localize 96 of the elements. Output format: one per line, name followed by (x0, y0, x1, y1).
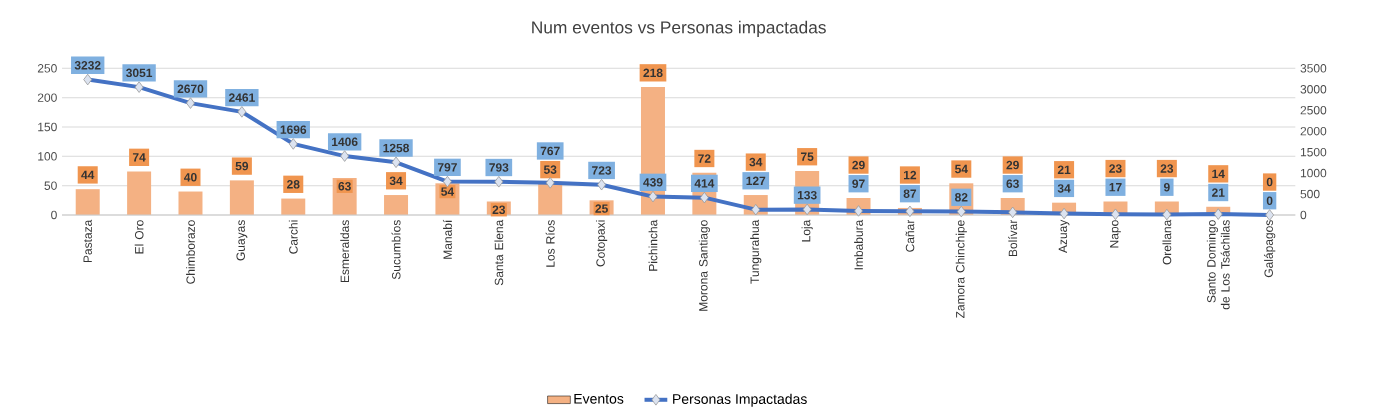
x-tick-label: Bolívar (1008, 219, 1018, 257)
y-tick-label: 50 (44, 181, 57, 190)
data-label: 34 (389, 176, 403, 186)
data-label: 21 (1057, 165, 1071, 174)
data-label: 23 (1109, 164, 1122, 173)
bar (178, 191, 203, 215)
data-label: 63 (1006, 179, 1019, 188)
data-label: 12 (904, 170, 917, 180)
data-label: 53 (543, 165, 557, 174)
data-label: 17 (1109, 183, 1122, 192)
data-label: 82 (955, 193, 968, 202)
x-tick-label: Los Ríos (545, 220, 555, 267)
chart-title: Num eventos vs Personas impactadas (532, 20, 826, 37)
x-tick-label: Pastaza (83, 219, 92, 263)
y2-tick-label: 500 (1300, 189, 1320, 199)
y-tick-label: 200 (37, 93, 57, 102)
data-label: 40 (184, 173, 197, 182)
x-tick-label: Cotopaxi (596, 220, 608, 267)
x-tick-label: Galápagos (1263, 220, 1276, 278)
data-label: 87 (903, 189, 917, 198)
data-label: 1406 (332, 137, 358, 147)
data-label: 3051 (126, 68, 153, 78)
bar (127, 171, 152, 215)
data-label: 0 (1266, 196, 1273, 205)
data-label: 54 (441, 187, 455, 196)
bar (75, 189, 100, 215)
data-label: 1696 (280, 125, 307, 134)
y2-tick-label: 3000 (1300, 85, 1327, 94)
data-label: 28 (287, 180, 300, 189)
data-label: 723 (592, 166, 612, 175)
data-label: 439 (643, 178, 663, 187)
data-label: 97 (852, 179, 865, 188)
y2-tick-label: 2000 (1300, 126, 1327, 136)
data-label: 2670 (177, 84, 204, 94)
x-tick-label: Imbabura (854, 219, 863, 270)
x-tick-label: El Oro (134, 220, 144, 254)
y2-tick-label: 1000 (1300, 168, 1327, 178)
bar (538, 183, 563, 215)
x-tick-label: Pichincha (648, 219, 658, 271)
y-tick-label: 250 (37, 64, 57, 73)
data-label: 23 (1160, 164, 1174, 173)
data-label: 1258 (383, 143, 410, 153)
data-label: 3232 (74, 61, 101, 70)
data-label: 54 (955, 164, 968, 174)
data-label: 218 (643, 68, 663, 78)
data-label: 59 (235, 161, 249, 171)
x-tick-label: Santo Domingo de Los Tsáchilas (1206, 220, 1230, 310)
data-label: 14 (1212, 169, 1225, 178)
x-tick-label: Loja (801, 219, 813, 242)
x-tick-label: Sucumbíos (391, 220, 401, 280)
x-tick-label: Azuay (1058, 219, 1070, 254)
bar (229, 180, 254, 215)
y2-tick-label: 0 (1300, 210, 1307, 220)
data-label: 2461 (228, 93, 255, 102)
data-label: 74 (132, 153, 146, 162)
bar (384, 195, 409, 215)
data-label: 797 (437, 163, 457, 172)
data-label: 21 (1211, 188, 1225, 197)
data-label: 44 (81, 170, 95, 180)
data-label: 34 (1057, 184, 1071, 193)
x-tick-label: Santa Elena (494, 219, 504, 286)
data-label: 23 (492, 205, 506, 215)
y2-tick-label: 1500 (1300, 147, 1327, 157)
x-tick-label: Morona Santiago (698, 220, 710, 311)
data-label: 414 (694, 179, 715, 188)
x-tick-label: Chimborazo (186, 220, 195, 284)
data-label: 127 (746, 176, 766, 185)
bar (281, 198, 306, 215)
y-tick-label: 0 (51, 210, 57, 220)
data-label: 767 (540, 146, 560, 156)
x-tick-label: Carchi (288, 220, 298, 254)
x-tick-label: Tungurahua (750, 219, 762, 284)
legend-label: Personas Impactadas (673, 393, 807, 407)
data-label: 793 (489, 163, 509, 172)
x-tick-label: Manabí (442, 219, 452, 259)
data-label: 25 (595, 204, 608, 213)
data-label: 29 (1006, 160, 1019, 170)
data-label: 63 (338, 182, 351, 191)
x-tick-label: Napo (1110, 220, 1121, 248)
y-tick-label: 100 (38, 152, 57, 161)
data-label: 133 (797, 190, 817, 200)
x-tick-label: Zamora Chinchipe (955, 220, 967, 319)
legend-label: Eventos (574, 393, 624, 404)
x-tick-label: Guayas (236, 220, 248, 261)
y-tick-label: 150 (38, 122, 57, 132)
x-tick-label: Orellana (1162, 219, 1172, 265)
data-label: 75 (800, 152, 814, 161)
data-label: 34 (749, 157, 763, 167)
data-label: 9 (1163, 182, 1170, 192)
data-label: 29 (852, 160, 865, 170)
y2-tick-label: 2500 (1300, 105, 1327, 115)
data-label: 0 (1266, 177, 1273, 187)
y2-tick-label: 3500 (1300, 64, 1327, 73)
data-label: 72 (698, 154, 711, 163)
x-tick-label: Cañar (905, 219, 915, 252)
x-tick-label: Esmeraldas (340, 220, 350, 283)
